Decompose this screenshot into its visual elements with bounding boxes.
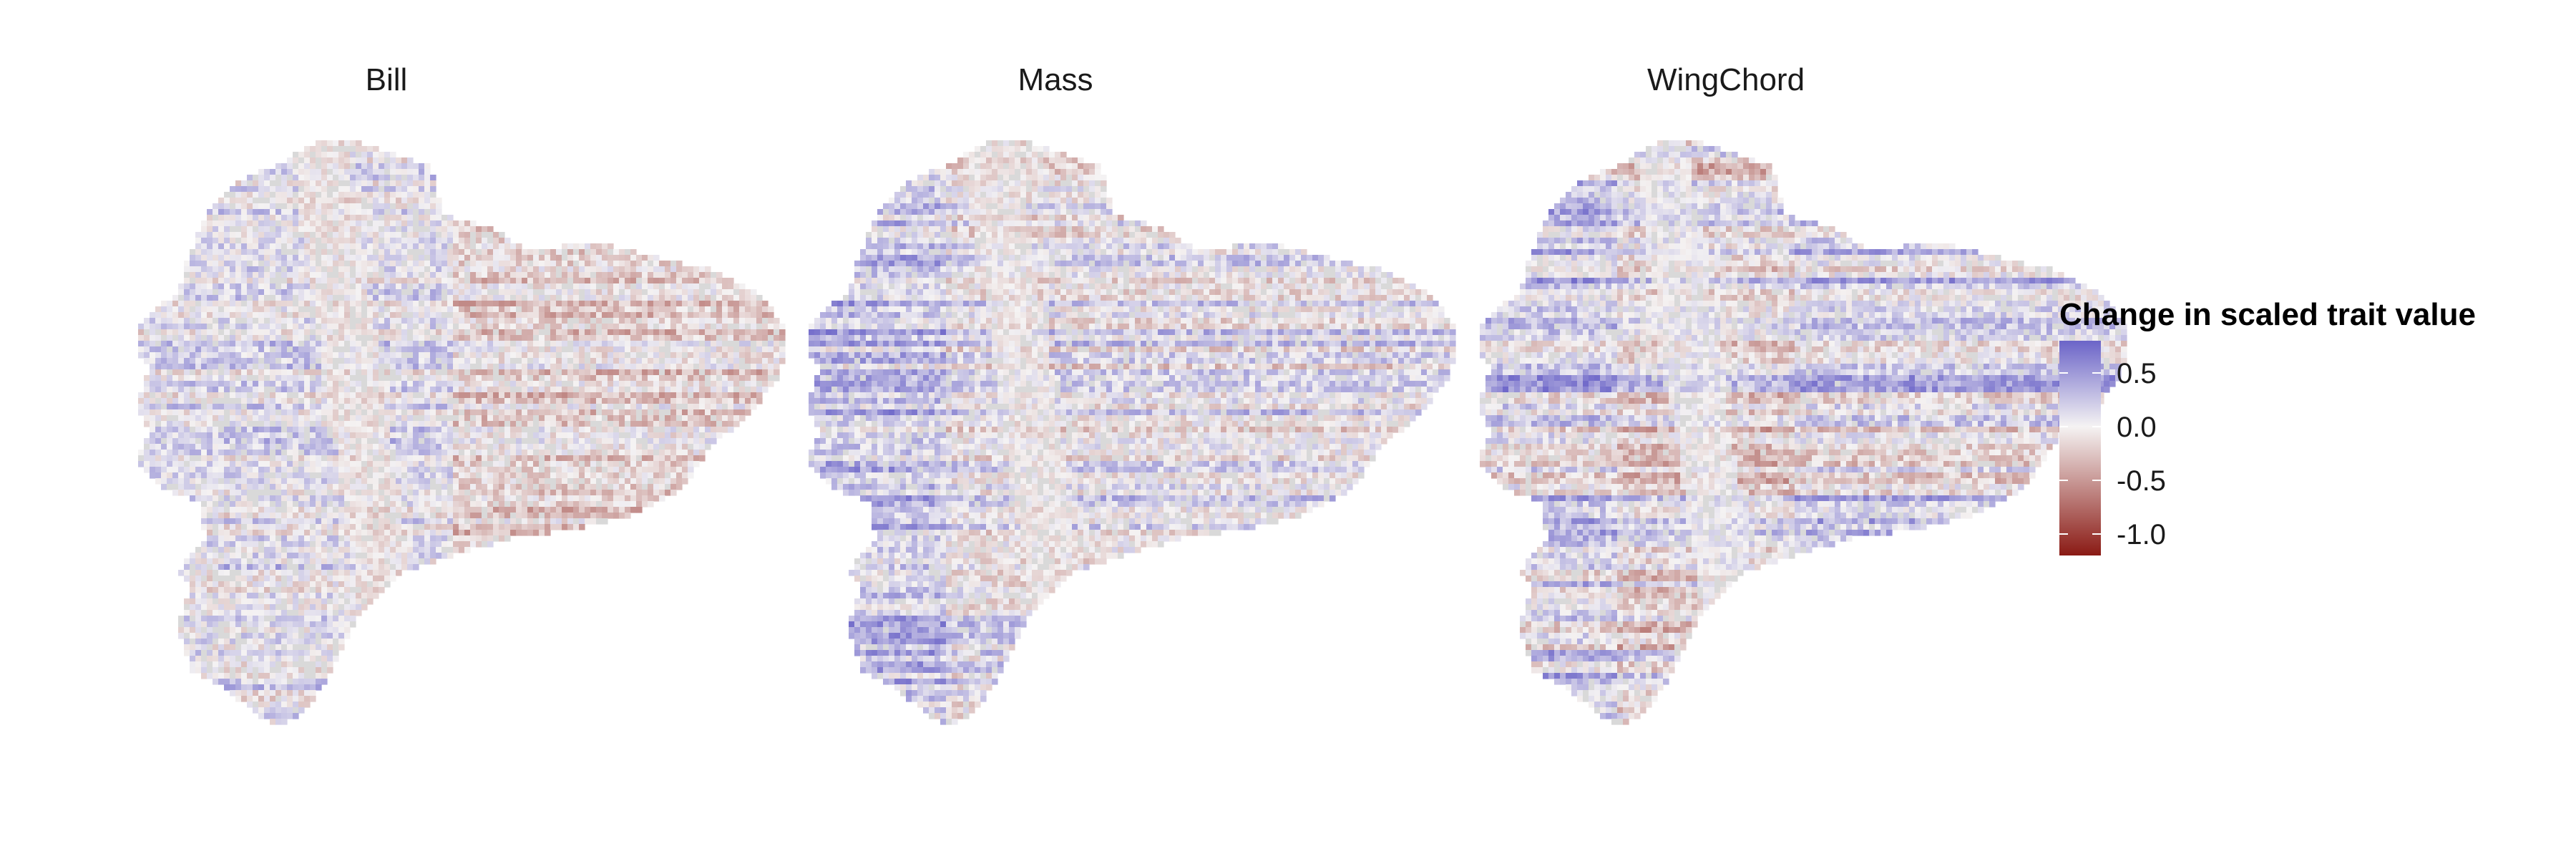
legend-tick-label: 0.0 [2117, 412, 2157, 443]
color-legend: Change in scaled trait value 0.5 0.0 -0.5 -… [2059, 297, 2476, 555]
panel-wingchord: WingChord [1480, 62, 2127, 725]
panel-bill: Bill [138, 62, 786, 725]
panel-mass: Mass [809, 62, 1456, 725]
legend-tick-label: -1.0 [2117, 519, 2166, 550]
panel-title-wingchord: WingChord [1647, 62, 1805, 97]
panel-title-bill: Bill [366, 62, 408, 97]
legend-title: Change in scaled trait value [2059, 297, 2476, 332]
raster-map-wingchord [1480, 140, 2127, 725]
panel-title-mass: Mass [1018, 62, 1093, 97]
legend-tick-label: 0.5 [2117, 358, 2157, 389]
legend-tick-label: -0.5 [2117, 465, 2166, 497]
raster-map-bill [138, 140, 786, 725]
legend-ticks: 0.5 0.0 -0.5 -1.0 [2059, 358, 2166, 550]
legend-colorbar [2059, 341, 2101, 555]
raster-map-mass [809, 140, 1456, 725]
